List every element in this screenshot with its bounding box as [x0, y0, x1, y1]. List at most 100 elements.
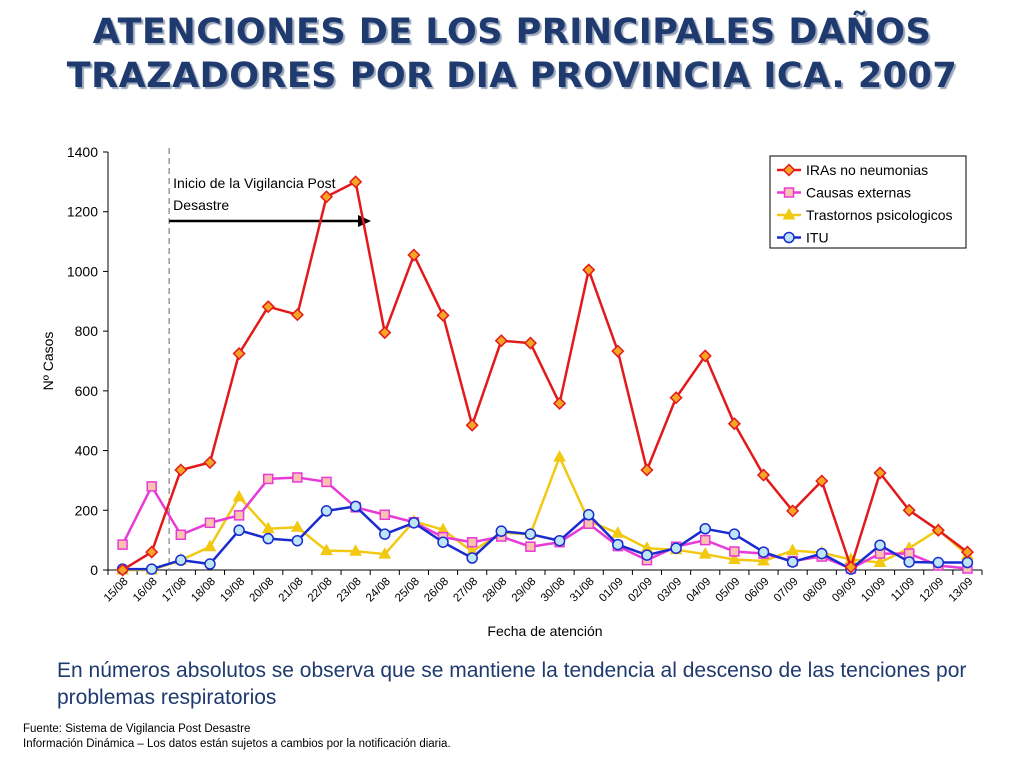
data-point-iras-no-neumonias	[815, 474, 829, 488]
data-point-trastornos-psicologicos	[291, 520, 304, 532]
data-point-iras-no-neumonias	[116, 563, 130, 577]
data-point-iras-no-neumonias	[145, 545, 159, 559]
series-line-causas-externas	[121, 476, 968, 570]
data-point-trastornos-psicologicos	[786, 543, 799, 556]
legend-swatch-marker	[783, 231, 795, 244]
x-tick-label: 19/08	[218, 576, 247, 605]
y-tick-label: 1200	[67, 204, 98, 220]
data-point-iras-no-neumonias	[756, 468, 771, 482]
chart-axes: 0 200 400 600 800 1000 1200 1400	[67, 144, 983, 578]
data-point-iras-no-neumonias	[523, 336, 537, 350]
data-point-trastornos-psicologicos	[203, 539, 217, 552]
data-point-iras-no-neumonias	[640, 463, 654, 477]
y-tick-label: 1400	[67, 144, 98, 160]
data-point-itu	[408, 517, 420, 529]
data-point-itu	[757, 546, 770, 558]
data-point-iras-no-neumonias	[931, 523, 945, 537]
slide-title: ATENCIONES DE LOS PRINCIPALES DAÑOS TRAZ…	[0, 10, 1024, 98]
summary-text: En números absolutos se observa que se m…	[57, 659, 967, 709]
legend-label: ITU	[806, 230, 829, 246]
data-point-iras-no-neumonias	[494, 334, 508, 348]
data-point-causas-externas	[175, 529, 187, 541]
chart-legend: IRAs no neumonias Causas externas Trastorn…	[769, 155, 967, 249]
y-tick-label: 200	[75, 502, 99, 518]
data-point-iras-no-neumonias	[319, 190, 334, 204]
x-tick-label: 24/08	[364, 576, 393, 605]
series-itu	[116, 500, 974, 575]
data-point-itu	[291, 534, 304, 547]
x-tick-label: 12/09	[918, 576, 947, 605]
data-point-itu	[641, 549, 653, 561]
data-point-trastornos-psicologicos	[698, 547, 712, 559]
data-point-iras-no-neumonias	[611, 344, 625, 358]
x-tick-label: 07/09	[772, 576, 801, 605]
data-point-itu	[553, 534, 566, 547]
data-point-itu	[233, 524, 245, 537]
title-line-1: ATENCIONES DE LOS PRINCIPALES DAÑOS	[92, 12, 932, 52]
x-tick-label: 22/08	[306, 576, 335, 605]
x-tick-label: 29/08	[510, 576, 539, 605]
legend-swatch-marker	[782, 207, 796, 220]
data-point-iras-no-neumonias	[349, 175, 363, 189]
data-point-iras-no-neumonias	[582, 263, 596, 277]
x-tick-label: 17/08	[160, 576, 189, 605]
data-point-trastornos-psicologicos	[320, 543, 333, 556]
x-tick-label: 15/08	[102, 576, 131, 605]
legend-swatch-marker	[783, 187, 795, 198]
data-point-iras-no-neumonias	[553, 396, 567, 410]
data-point-causas-externas	[262, 473, 274, 485]
data-point-iras-no-neumonias	[727, 417, 741, 431]
data-point-itu	[699, 523, 711, 535]
data-point-causas-externas	[699, 534, 711, 546]
data-point-causas-externas	[583, 518, 594, 529]
x-tick-label: 23/08	[335, 576, 364, 605]
x-tick-label: 08/09	[801, 576, 830, 605]
data-point-itu	[932, 556, 945, 569]
legend-item-itu: ITU	[777, 230, 829, 246]
data-point-trastornos-psicologicos	[553, 450, 566, 462]
x-tick-label: 27/08	[451, 576, 480, 605]
data-point-iras-no-neumonias	[844, 560, 858, 574]
x-tick-label: 10/09	[859, 576, 888, 605]
data-point-itu	[495, 525, 508, 537]
x-tick-label: 21/08	[277, 576, 306, 605]
data-point-itu	[874, 539, 886, 551]
legend-label: Causas externas	[806, 185, 911, 201]
x-tick-label: 09/09	[830, 576, 859, 605]
x-tick-label: 31/08	[568, 576, 597, 605]
x-tick-label: 03/09	[655, 576, 684, 605]
legend-item-trastornos-psicologicos: Trastornos psicologicos	[777, 207, 953, 223]
data-point-itu	[903, 556, 915, 568]
data-point-itu	[582, 509, 595, 521]
data-point-itu	[204, 558, 216, 570]
data-point-iras-no-neumonias	[232, 346, 246, 361]
legend-box	[769, 155, 967, 249]
data-point-itu	[961, 556, 974, 569]
y-tick-label: 400	[75, 443, 99, 459]
x-tick-label: 11/09	[889, 576, 917, 604]
data-point-iras-no-neumonias	[902, 503, 916, 517]
legend-label: Trastornos psicologicos	[806, 207, 953, 223]
data-point-trastornos-psicologicos	[728, 552, 741, 565]
data-point-itu	[175, 554, 187, 566]
data-point-causas-externas	[466, 536, 478, 548]
data-point-iras-no-neumonias	[873, 466, 887, 480]
annotation-line-2: Desastre	[173, 197, 229, 213]
data-point-trastornos-psicologicos	[611, 526, 625, 538]
series-iras-no-neumonias	[116, 175, 974, 577]
x-tick-label: 02/09	[626, 576, 655, 605]
x-tick-label: 26/08	[422, 576, 451, 605]
data-point-itu	[349, 500, 362, 513]
line-chart: 0 200 400 600 800 1000 1200 1400 Inicio de la V…	[40, 144, 983, 639]
y-tick-label: 0	[90, 562, 98, 578]
chart-series	[116, 175, 974, 577]
x-axis-label: Fecha de atención	[487, 623, 602, 639]
data-point-iras-no-neumonias	[378, 326, 392, 340]
y-tick-label: 1000	[67, 263, 98, 279]
x-tick-label: 30/08	[539, 576, 568, 605]
data-point-itu	[670, 542, 682, 554]
data-point-causas-externas	[379, 509, 391, 521]
x-tick-label: 06/09	[743, 576, 772, 605]
legend-swatch-marker	[782, 163, 796, 177]
data-point-trastornos-psicologicos	[349, 544, 362, 556]
